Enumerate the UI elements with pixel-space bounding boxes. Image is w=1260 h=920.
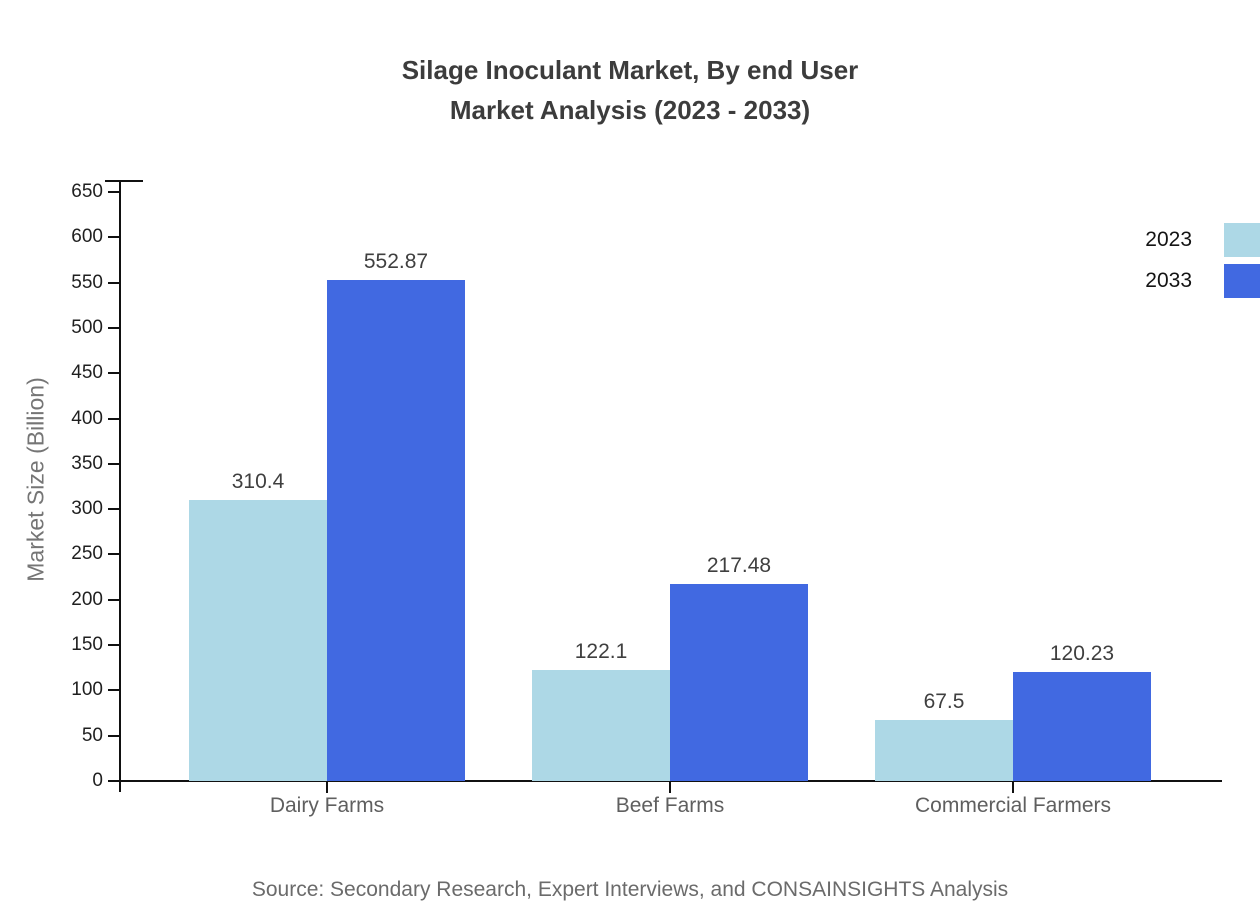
y-axis-top-cap xyxy=(105,180,143,182)
y-tick xyxy=(108,644,120,647)
bar-value-label: 67.5 xyxy=(923,689,965,713)
legend-item: 2023 xyxy=(1145,219,1260,260)
y-tick-label: 350 xyxy=(71,452,103,474)
bar-2023-2 xyxy=(875,719,1013,781)
y-tick-label: 150 xyxy=(71,634,103,656)
bar-value-label: 120.23 xyxy=(1049,642,1115,666)
y-axis-line xyxy=(119,180,121,792)
bar-value-label: 217.48 xyxy=(706,553,772,577)
legend-label: 2023 xyxy=(1145,227,1192,251)
bar-2033-1 xyxy=(670,583,808,781)
y-tick xyxy=(108,462,120,465)
y-tick-label: 600 xyxy=(71,226,103,248)
y-tick-label: 250 xyxy=(71,543,103,565)
y-tick xyxy=(108,281,120,284)
y-tick xyxy=(108,508,120,511)
x-tick xyxy=(669,781,671,793)
y-tick xyxy=(108,734,120,737)
legend: 2023 2033 xyxy=(1145,219,1260,301)
legend-swatch xyxy=(1224,222,1260,257)
bar-2033-2 xyxy=(1013,672,1151,781)
y-tick-label: 0 xyxy=(92,770,103,791)
x-category-label: Commercial Farmers xyxy=(914,794,1111,817)
x-tick xyxy=(1012,781,1014,793)
chart-title-line1: Silage Inoculant Market, By end User xyxy=(401,55,859,85)
y-tick-label: 550 xyxy=(71,271,103,293)
x-tick xyxy=(326,781,328,793)
y-tick xyxy=(108,598,120,601)
source-note: Source: Secondary Research, Expert Inter… xyxy=(251,878,1009,901)
bar-value-label: 122.1 xyxy=(574,640,628,664)
legend-item: 2033 xyxy=(1145,260,1260,301)
bar-value-label: 310.4 xyxy=(231,469,285,493)
x-category-label: Dairy Farms xyxy=(269,794,385,817)
y-tick-label: 500 xyxy=(71,316,103,338)
bar-value-label: 552.87 xyxy=(363,250,429,273)
chart-title: Silage Inoculant Market, By end User Mar… xyxy=(0,50,1260,130)
y-tick-label: 50 xyxy=(81,724,103,746)
y-tick xyxy=(108,236,120,239)
chart-title-line2: Market Analysis (2023 - 2033) xyxy=(449,95,811,125)
y-tick-label: 200 xyxy=(71,588,103,610)
y-tick-label: 300 xyxy=(71,498,103,520)
x-axis-line xyxy=(108,780,1222,782)
y-tick xyxy=(108,372,120,375)
x-category-label: Beef Farms xyxy=(615,794,725,817)
legend-label: 2033 xyxy=(1145,268,1192,292)
y-tick xyxy=(108,191,120,193)
y-tick-label: 100 xyxy=(71,679,103,701)
bar-2033-0 xyxy=(327,280,465,781)
y-tick-label: 650 xyxy=(71,181,103,202)
y-tick xyxy=(108,553,120,556)
y-tick xyxy=(108,417,120,420)
y-tick xyxy=(108,689,120,692)
y-tick xyxy=(108,326,120,329)
legend-swatch xyxy=(1224,263,1260,298)
bar-2023-0 xyxy=(189,499,327,781)
y-tick-label: 400 xyxy=(71,407,103,429)
bar-2023-1 xyxy=(532,670,670,781)
y-tick-label: 450 xyxy=(71,362,103,384)
